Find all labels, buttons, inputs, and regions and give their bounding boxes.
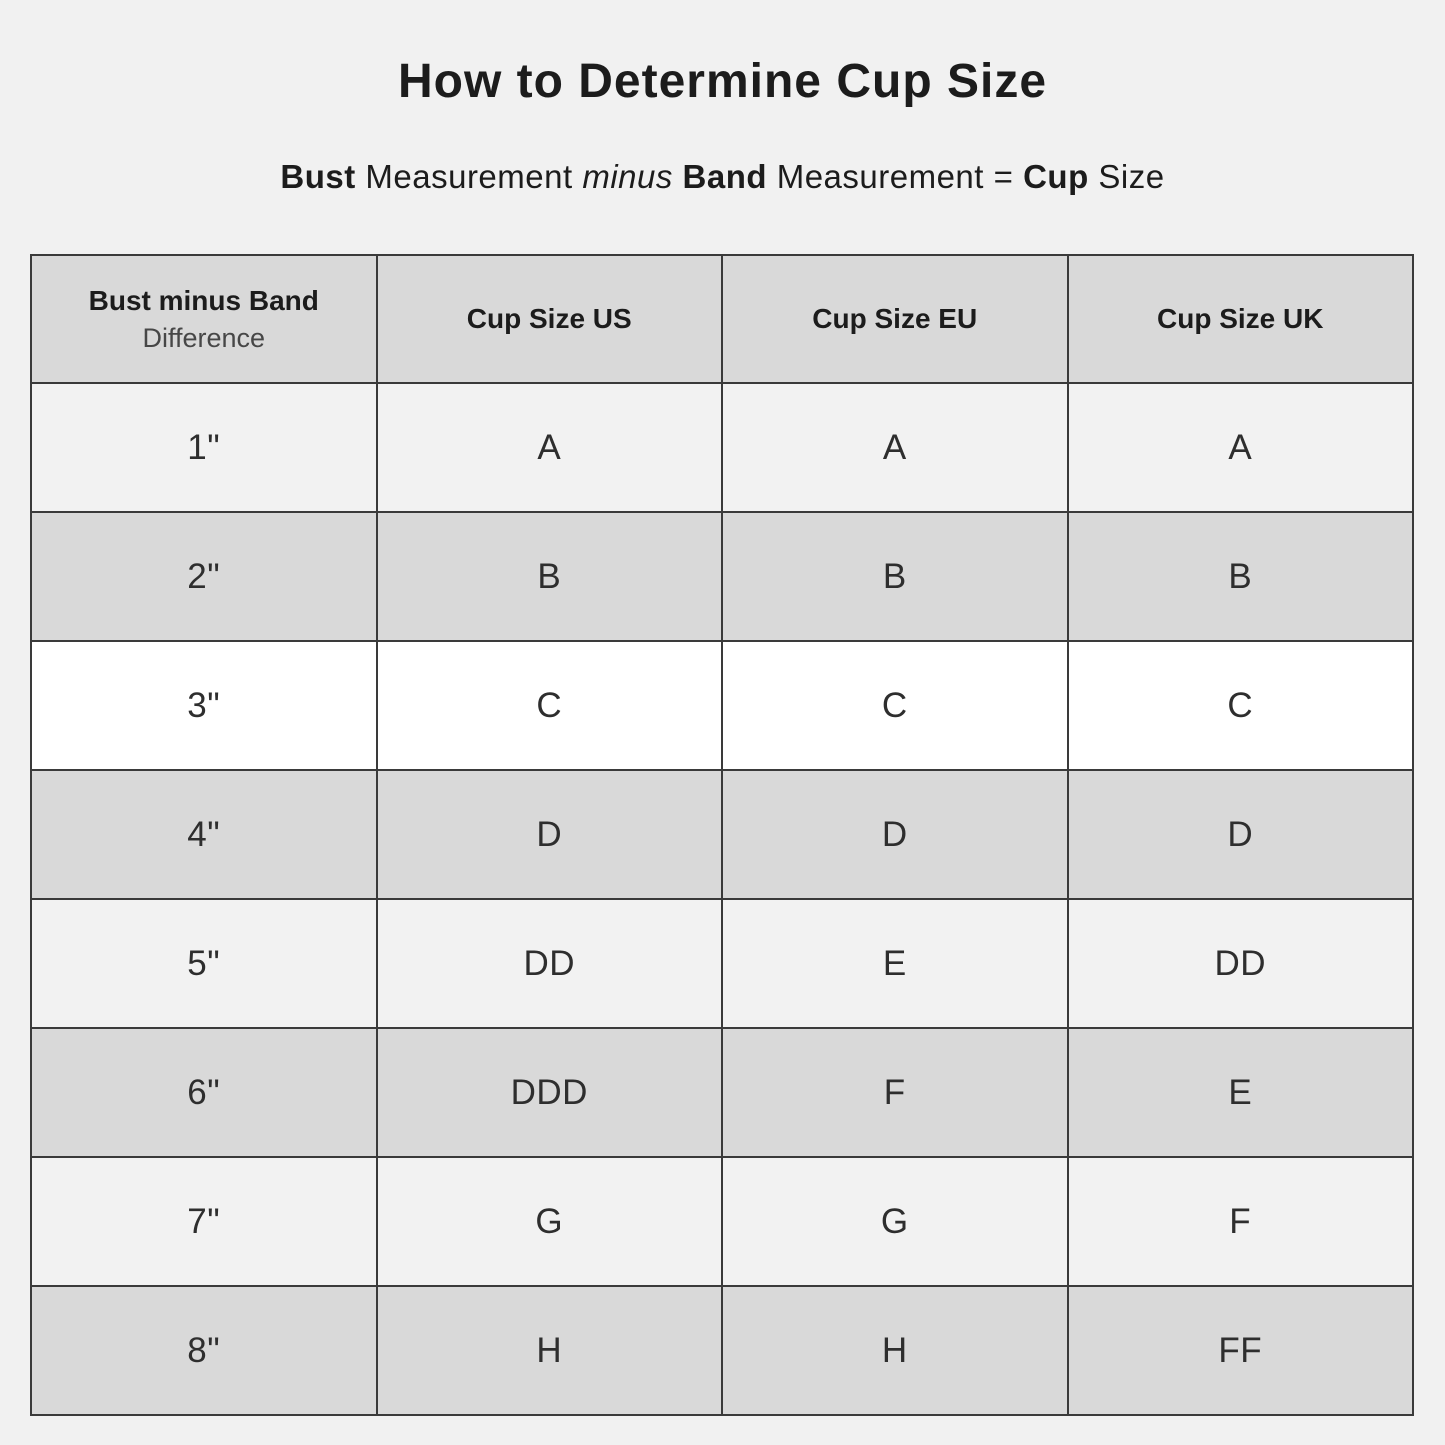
formula-measurement-2: Measurement — [776, 158, 984, 195]
cell-us: G — [375, 1156, 723, 1288]
header-cell-uk: Cup Size UK — [1066, 254, 1414, 385]
cell-difference: 1" — [30, 382, 378, 514]
formula-subtitle: Bust Measurement minus Band Measurement … — [0, 156, 1445, 197]
table-header-row: Bust minus Band Difference Cup Size US C… — [30, 254, 1414, 385]
cell-uk: D — [1066, 769, 1414, 901]
table-row: 5" DD E DD — [30, 898, 1414, 1030]
formula-band: Band — [682, 158, 768, 195]
table-row: 4" D D D — [30, 769, 1414, 901]
cell-uk: C — [1066, 640, 1414, 772]
cell-difference: 8" — [30, 1285, 378, 1417]
header-cell-difference: Bust minus Band Difference — [30, 254, 378, 385]
formula-measurement-1: Measurement — [365, 158, 573, 195]
cell-difference: 3" — [30, 640, 378, 772]
cell-us: A — [375, 382, 723, 514]
cell-us: D — [375, 769, 723, 901]
cell-uk: F — [1066, 1156, 1414, 1288]
cell-eu: H — [721, 1285, 1069, 1417]
formula-minus: minus — [582, 158, 673, 195]
formula-bust: Bust — [280, 158, 356, 195]
table-row: 1" A A A — [30, 382, 1414, 514]
cell-eu: D — [721, 769, 1069, 901]
page-title: How to Determine Cup Size — [397, 55, 1048, 108]
cell-uk: FF — [1066, 1285, 1414, 1417]
cell-eu: B — [721, 511, 1069, 643]
cell-uk: E — [1066, 1027, 1414, 1159]
table-row: 2" B B B — [30, 511, 1414, 643]
cell-difference: 5" — [30, 898, 378, 1030]
cell-eu: C — [721, 640, 1069, 772]
table-row: 7" G G F — [30, 1156, 1414, 1288]
cell-eu: F — [721, 1027, 1069, 1159]
header-cell-us: Cup Size US — [375, 254, 723, 385]
cell-us: DD — [375, 898, 723, 1030]
cell-difference: 2" — [30, 511, 378, 643]
cell-uk: B — [1066, 511, 1414, 643]
table-row: 8" H H FF — [30, 1285, 1414, 1417]
cell-eu: G — [721, 1156, 1069, 1288]
cell-difference: 4" — [30, 769, 378, 901]
cell-us: DDD — [375, 1027, 723, 1159]
header-cell-eu: Cup Size EU — [721, 254, 1069, 385]
cell-uk: A — [1066, 382, 1414, 514]
cell-difference: 7" — [30, 1156, 378, 1288]
formula-equals: = — [993, 158, 1014, 195]
table-row: 6" DDD F E — [30, 1027, 1414, 1159]
cell-eu: E — [721, 898, 1069, 1030]
cell-eu: A — [721, 382, 1069, 514]
cup-size-table: Bust minus Band Difference Cup Size US C… — [30, 254, 1414, 1417]
table-row: 3" C C C — [30, 640, 1414, 772]
cell-uk: DD — [1066, 898, 1414, 1030]
cell-us: H — [375, 1285, 723, 1417]
header-difference-title: Bust minus Band — [88, 285, 319, 317]
cell-us: B — [375, 511, 723, 643]
cell-difference: 6" — [30, 1027, 378, 1159]
formula-cup: Cup — [1023, 158, 1089, 195]
formula-size: Size — [1098, 158, 1165, 195]
cell-us: C — [375, 640, 723, 772]
header-difference-subtitle: Difference — [142, 322, 266, 353]
